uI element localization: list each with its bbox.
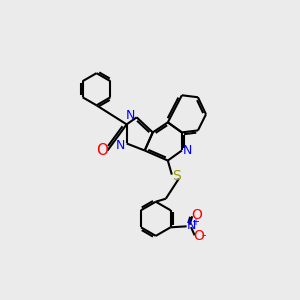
- Text: N: N: [186, 219, 196, 232]
- Text: O: O: [194, 230, 205, 243]
- Text: N: N: [183, 144, 193, 157]
- Text: +: +: [190, 217, 199, 227]
- Text: O: O: [191, 208, 202, 222]
- Text: N: N: [116, 139, 125, 152]
- Text: N: N: [126, 109, 135, 122]
- Text: S: S: [172, 169, 181, 183]
- Text: -: -: [201, 229, 206, 242]
- Text: O: O: [96, 143, 108, 158]
